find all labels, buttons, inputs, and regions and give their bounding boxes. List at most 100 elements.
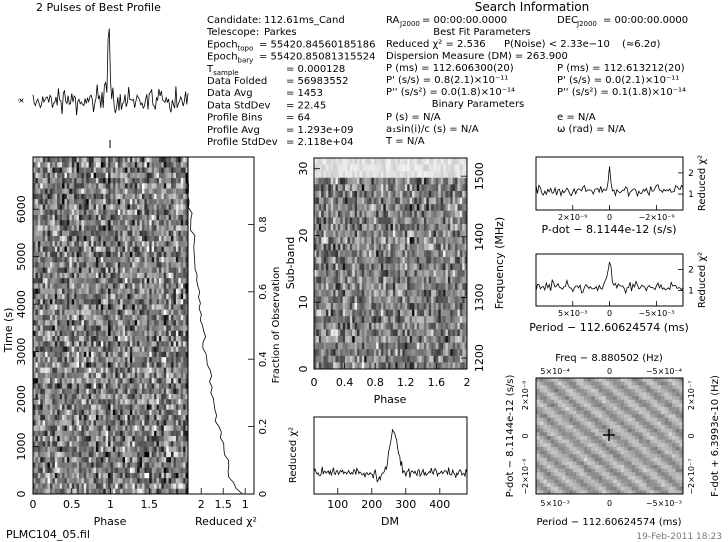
y2-tick-label: 1400: [473, 223, 486, 251]
x-tick-label: 1.2: [397, 376, 415, 389]
info-value: = 1453: [286, 88, 323, 99]
info-label: Epoch: [207, 52, 238, 63]
y-tick-label: 0: [258, 491, 269, 497]
x-tick-label: 1.5: [214, 498, 232, 511]
x-tick-label: 0: [607, 213, 612, 222]
ppdot-top-label: Freq − 8.880502 (Hz): [555, 353, 663, 364]
reduced-chi2: Reduced χ² = 2.536: [386, 39, 486, 50]
y-tick-label: 2: [688, 169, 694, 179]
info-label: Data Folded: [207, 76, 267, 87]
pulse-profile-line: [32, 28, 189, 116]
info-label-sub: bary: [238, 57, 254, 65]
x-tick-label: 0: [30, 498, 37, 511]
dm-frame: [313, 416, 468, 495]
x-tick-label: 100: [327, 498, 348, 511]
time-phase-heatmap: [33, 157, 189, 495]
binary-heading: Binary Parameters: [432, 99, 525, 110]
subband-heatmap: [314, 158, 468, 370]
subband-frame: [313, 157, 468, 370]
pdot-xlabel: P-dot − 8.1144e-12 (s/s): [541, 223, 676, 236]
info-label: Profile Bins: [207, 113, 262, 124]
x-tick-label: 2×10⁻⁹: [558, 213, 587, 222]
y-tick-label: 0.2: [258, 419, 269, 435]
pdot-chi2-line: [535, 166, 684, 198]
y-tick-label: 20: [297, 228, 310, 242]
info-value: = 55420.84560185186: [259, 39, 376, 50]
info-label-sub: sample: [213, 69, 238, 77]
profile-title: 2 Pulses of Best Profile: [36, 1, 161, 14]
info-row: Profile Bins = 64: [207, 113, 310, 124]
info-row: Telescope: Parkes: [206, 27, 297, 38]
ra-line: RA J2000 = 00:00:00.0000: [386, 15, 507, 28]
best-fit-heading: Best Fit Parameters: [433, 27, 530, 38]
info-label: Telescope:: [206, 27, 259, 38]
info-row: Candidate: 112.61ms_Cand: [207, 15, 345, 26]
y-tick-label: 0.8: [258, 216, 269, 232]
y-tick-label: 2×10⁻⁹: [521, 381, 530, 410]
info-label: Candidate:: [207, 15, 262, 26]
search-info-heading: Search Information: [475, 0, 590, 14]
ppdot-y2label: F-dot + 6.3993e-10 (Hz): [710, 375, 721, 497]
p-bary: P (ms) = 112.613212(20): [557, 63, 685, 74]
pddot-topo: P'' (s/s²) = 0.0(1.8)×10⁻¹⁴: [386, 87, 515, 98]
x-tick-label: 1: [242, 498, 249, 511]
time-phase-panel: 0 0.5 1 1.5 0 1000 2000 3000 4000 5000 6000 Phase…: [2, 156, 189, 528]
profile-error-marker: ×: [18, 96, 25, 105]
chi2-time-frame: [187, 156, 255, 495]
period-ylabel: Reduced χ²: [697, 252, 708, 308]
file-name: PLMC104_05.fil: [6, 528, 90, 541]
y-tick-label: 0.4: [258, 351, 269, 367]
x-tick-label: 0: [607, 309, 612, 318]
time-phase-ylabel: Time (s): [2, 308, 15, 354]
y-tick-label: −2×10⁻⁹: [521, 459, 530, 495]
x-tick-label: 0.5: [63, 498, 81, 511]
x-tick-label: 1.6: [428, 376, 446, 389]
info-label: Data Avg: [207, 88, 253, 99]
x-tick-label: 1: [107, 498, 114, 511]
dm-panel: 100 200 300 400 DM Reduced χ²: [288, 416, 468, 528]
ppdot-best-marker: [603, 429, 615, 441]
x-tick-label: 0: [311, 376, 318, 389]
subband-xlabel: Phase: [374, 393, 407, 406]
period-panel: 5×10⁻³ 0 −5×10⁻³ 1 2 Period − 112.60624574 …: [529, 252, 708, 334]
y-tick-label: 0: [15, 491, 28, 498]
x-tick-label: 0: [607, 499, 612, 508]
info-value: 112.61ms_Cand: [264, 15, 345, 26]
top-tick-label: 0: [607, 367, 612, 376]
top-tick-label: 5×10⁻⁴: [540, 367, 569, 376]
info-value: = 55420.85081315524: [259, 52, 376, 63]
ppdot-panel: Freq − 8.880502 (Hz) 5×10⁻⁴ 0 −5×10⁻⁴ 5×10⁻…: [505, 353, 721, 528]
info-value: = 64: [286, 113, 310, 124]
subband-y2label: Frequency (MHz): [493, 217, 506, 309]
info-row: Data Avg = 1453: [207, 88, 323, 99]
pulse-profile-panel: ×: [18, 28, 189, 148]
y-tick-label: 3000: [15, 338, 28, 366]
info-row: Epoch bary = 55420.85081315524: [207, 52, 376, 65]
chi2-time-panel: 2 1.5 1 0 0.2 0.4 0.6 0.8 Reduced χ² Fraction …: [187, 156, 282, 528]
t-peri: T = N/A: [385, 136, 425, 147]
info-value: = 56983552: [286, 76, 348, 87]
x-tick-label: −2×10⁻⁹: [638, 213, 674, 222]
x-tick-label: 300: [395, 498, 416, 511]
info-label: Profile StdDev: [207, 137, 278, 148]
info-label: Epoch: [207, 39, 238, 50]
p-topo: P (ms) = 112.606300(20): [386, 63, 514, 74]
y-tick-label: 0: [521, 433, 530, 438]
x-tick-label: 2: [464, 376, 471, 389]
time-phase-xlabel: Phase: [94, 515, 127, 528]
p-noise: P(Noise) < 2.33e−10: [504, 39, 610, 50]
y-tick-label: 1: [688, 190, 694, 200]
ppdot-heatmap: [536, 378, 684, 495]
x-tick-label: 1.5: [141, 498, 159, 511]
info-label: T: [206, 64, 214, 75]
chi2-time-line: [187, 157, 243, 495]
dec-line: DEC J2000 = 00:00:00.0000: [557, 15, 688, 28]
y-tick-label: 2: [688, 266, 694, 276]
period-chi2-line: [535, 261, 684, 295]
y2-tick-label: 2×10⁻⁷: [687, 381, 696, 410]
y-tick-label: 30: [297, 162, 310, 176]
dm-ylabel: Reduced χ²: [288, 427, 299, 483]
chi2-time-xlabel: Reduced χ²: [195, 515, 257, 528]
